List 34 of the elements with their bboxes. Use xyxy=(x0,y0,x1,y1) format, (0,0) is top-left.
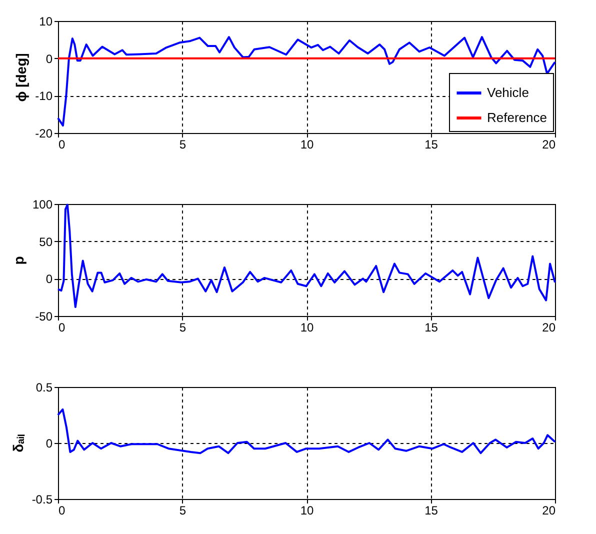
x-tick-label: 0 xyxy=(58,320,66,334)
x-tick-label: 5 xyxy=(179,504,186,518)
x-tick-label: 0 xyxy=(58,138,66,152)
y-tick-label: -0.5 xyxy=(32,492,53,506)
x-tick-label: 5 xyxy=(179,320,186,334)
y-axis-title: ϕ [deg] xyxy=(13,53,30,102)
line-series xyxy=(57,204,556,308)
x-tick-label: 20 xyxy=(542,138,556,152)
legend-label: Vehicle xyxy=(487,85,529,100)
x-tick-label: 20 xyxy=(542,504,556,518)
x-tick-label: 20 xyxy=(542,320,556,334)
y-tick-label: 0 xyxy=(46,436,53,450)
y-tick-label: 0 xyxy=(46,52,53,66)
y-tick-label: 0 xyxy=(46,272,53,286)
line-series xyxy=(57,408,556,454)
y-tick-label: 50 xyxy=(39,234,53,249)
x-tick-label: 10 xyxy=(300,320,314,334)
x-tick-label: 10 xyxy=(300,138,314,152)
y-axis-title: p xyxy=(10,256,26,265)
legend-label: Reference xyxy=(487,110,547,125)
x-tick-label: 15 xyxy=(424,138,438,152)
line-series xyxy=(57,36,556,127)
y-tick-label: -10 xyxy=(35,89,53,104)
x-tick-label: 10 xyxy=(300,504,314,518)
x-tick-label: 15 xyxy=(424,320,438,334)
y-tick-label: -20 xyxy=(35,126,53,140)
y-axis-title: δₐᵢₗ xyxy=(10,434,26,452)
y-tick-label: 0.5 xyxy=(36,380,53,394)
y-tick-label: 100 xyxy=(32,198,53,212)
x-tick-label: 15 xyxy=(424,504,438,518)
x-tick-label: 5 xyxy=(179,138,186,152)
y-tick-label: -50 xyxy=(35,310,53,324)
y-tick-label: 10 xyxy=(39,14,53,28)
x-tick-label: 0 xyxy=(58,504,66,518)
